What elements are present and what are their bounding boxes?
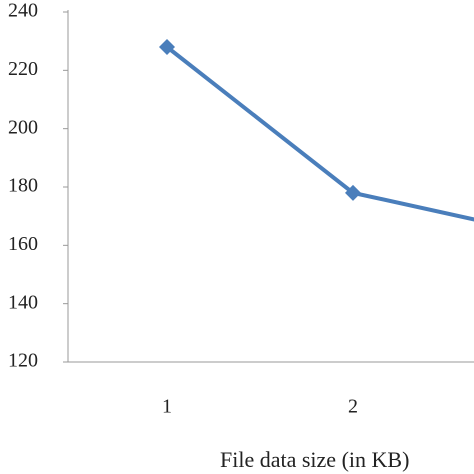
data-point	[345, 184, 361, 201]
y-tick-label: 120	[8, 350, 38, 372]
y-tick-label: 140	[8, 291, 38, 313]
y-tick-label: 240	[8, 0, 38, 22]
x-axis-label: File data size (in KB)	[220, 447, 409, 472]
y-tick-label: 160	[8, 233, 38, 255]
x-tick-label: 1	[162, 396, 172, 418]
data-line	[165, 45, 474, 222]
y-tick-label: 200	[8, 116, 38, 138]
x-tick-label: 2	[348, 396, 358, 418]
data-point	[159, 39, 175, 55]
y-tick-label: 180	[8, 175, 38, 197]
y-tick-label: 220	[8, 58, 38, 80]
